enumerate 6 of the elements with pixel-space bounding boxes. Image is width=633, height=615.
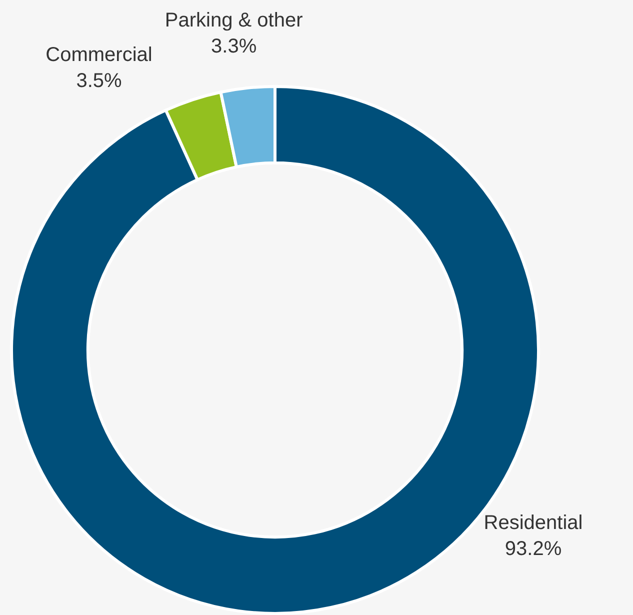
slice-label: Commercial (46, 44, 152, 66)
data-label: 93.2% (504, 538, 562, 560)
slice-label: Parking & other (164, 10, 304, 32)
data-label: 3.3% (211, 36, 257, 58)
slice-label: Residential (484, 512, 583, 534)
data-label: 3.5% (76, 70, 122, 92)
